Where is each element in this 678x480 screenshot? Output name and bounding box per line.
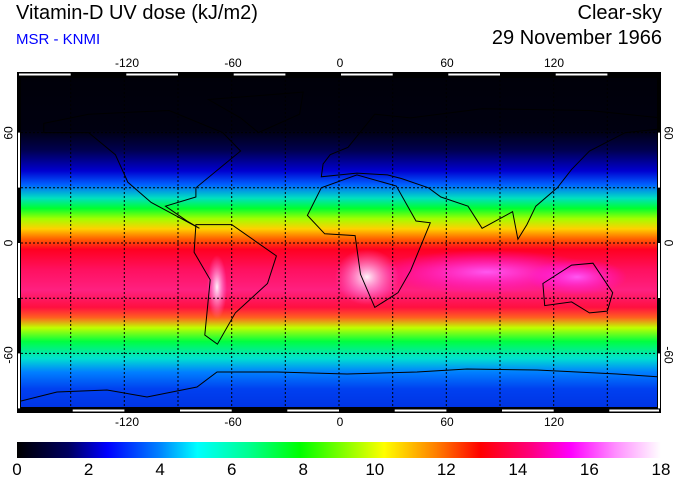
map-title: Vitamin-D UV dose (kJ/m2) [16,2,258,24]
lat-tick-left: 0 [1,239,16,247]
colorbar-tick: 10 [365,460,385,479]
lat-tick-right: -60 [661,346,676,364]
lon-tick-top: 60 [440,56,454,70]
date-label: 29 November 1966 [491,27,662,49]
colorbar-tick: 12 [436,460,456,479]
colorbar-tick: 0 [12,460,22,479]
colorbar-tick: 6 [226,460,237,479]
lon-tick-bottom: 0 [336,415,344,429]
colorbar-tick: 14 [508,460,528,479]
colorbar-tick: 16 [579,460,599,479]
lon-tick-top: 120 [543,56,565,70]
high-dose-region [335,249,399,305]
lat-tick-left: 60 [1,126,16,140]
coast-eurasia [320,108,661,241]
colorbar-tick: 4 [155,460,165,479]
condition-label: Clear-sky [577,2,662,24]
lon-tick-top: -60 [224,56,242,70]
lon-tick-bottom: 120 [543,415,565,429]
graticule [17,72,661,413]
colorbar-tick: 18 [651,460,671,479]
source-label: MSR - KNMI [16,31,101,48]
lon-tick-bottom: -60 [224,415,242,429]
coast-north-america [43,109,242,229]
lon-tick-bottom: -120 [114,415,140,429]
high-dose-region [527,259,627,295]
colorbar-tick: 2 [83,460,94,479]
uv-dose-map [17,72,661,413]
lon-tick-top: -120 [114,56,140,70]
map-frame [17,72,661,413]
high-dose-region [207,255,227,319]
coast-africa [306,174,432,309]
lat-tick-left: -60 [1,346,16,364]
lon-tick-bottom: 60 [440,415,454,429]
coastlines [17,91,661,403]
coast-antarctica [17,368,661,403]
coast-greenland [206,91,304,134]
lon-tick-top: 0 [336,56,344,70]
lat-tick-right: 60 [661,126,676,140]
colorbar [17,442,661,458]
colorbar-tick: 8 [298,460,308,479]
lat-tick-right: 0 [661,239,676,247]
coast-south-america [193,224,277,345]
